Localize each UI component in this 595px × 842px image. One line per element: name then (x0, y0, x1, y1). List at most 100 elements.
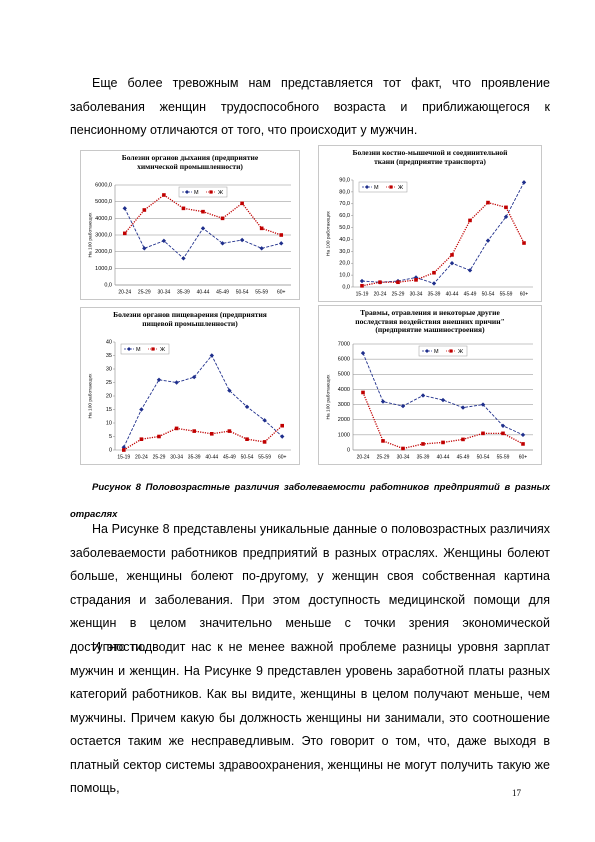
marker (240, 201, 244, 206)
marker (521, 180, 527, 185)
chart-title: Болезни костно-мышечной и соединительной… (352, 148, 508, 166)
marker (501, 431, 505, 436)
x-tick-label: 30-34 (157, 289, 170, 295)
marker (181, 206, 186, 211)
marker (139, 437, 144, 441)
y-tick-label: 25 (106, 380, 112, 386)
marker (359, 278, 365, 284)
legend-label: Ж (218, 190, 223, 196)
x-tick-label: 50-54 (236, 289, 249, 295)
legend-box (358, 181, 408, 193)
marker (522, 241, 526, 245)
chart-title: Болезни органов пищеварения (предприятия… (113, 310, 267, 328)
legend-box (418, 345, 468, 357)
marker (210, 432, 214, 436)
marker (122, 231, 127, 236)
marker (262, 418, 267, 423)
x-tick-label: 25-29 (377, 454, 390, 460)
chart: Болезни органов пищеварения (предприятия… (80, 307, 300, 465)
marker (200, 226, 206, 231)
x-tick-label: 50-54 (477, 454, 490, 460)
y-tick-label: 2000 (338, 417, 350, 423)
legend-marker (365, 185, 369, 189)
marker (174, 380, 179, 385)
series-line (124, 208, 282, 260)
y-tick-label: 15 (106, 407, 112, 413)
legend-marker (185, 190, 189, 194)
marker (413, 275, 419, 280)
y-tick-label: 5 (109, 434, 112, 440)
x-tick-label: 40-44 (446, 291, 459, 297)
marker (396, 280, 400, 285)
y-tick-label: 6000,0 (95, 182, 112, 188)
y-axis-label: На 100 работающих (87, 373, 93, 418)
y-axis-label: На 100 работающих (87, 212, 93, 257)
chart: Болезни органов дыхания (предприятие хим… (80, 150, 300, 300)
plot: На 100 работающих 0,0 10,0 20,0 30,0 40,0 50,0… (325, 177, 533, 297)
marker (481, 431, 485, 436)
marker (121, 445, 126, 450)
x-tick-label: 55-59 (500, 291, 513, 297)
y-tick-label: 0,0 (342, 284, 350, 290)
marker (259, 246, 264, 251)
marker (468, 218, 472, 223)
y-tick-label: 0 (109, 447, 112, 453)
marker (220, 216, 225, 221)
x-tick-label: 20-24 (357, 454, 370, 460)
x-tick-label: 20-24 (135, 454, 148, 460)
marker (480, 402, 486, 407)
marker (414, 278, 418, 282)
marker (450, 253, 454, 257)
marker (279, 241, 284, 246)
marker (421, 442, 425, 446)
marker (378, 280, 382, 285)
y-tick-label: 2000,0 (95, 249, 112, 255)
marker (139, 407, 144, 412)
y-tick-label: 40 (106, 339, 112, 345)
paragraph: На Рисунке 8 представлены уникальные дан… (70, 522, 550, 654)
marker (461, 437, 465, 442)
x-tick-label: 15-19 (117, 454, 130, 460)
marker (401, 446, 405, 451)
marker (485, 238, 491, 243)
x-tick-label: 25-29 (392, 291, 405, 297)
marker (279, 233, 284, 237)
marker (245, 437, 249, 441)
marker (142, 208, 147, 212)
plot: На 100 работающих 0,0 1000,0 2000,0 3000,0 40… (87, 182, 291, 295)
y-tick-label: 0 (347, 447, 350, 453)
legend-label: М (434, 349, 439, 355)
marker (122, 448, 126, 452)
x-tick-label: 55-59 (258, 454, 271, 460)
chart: Травмы, отравления и некоторые другие по… (318, 305, 542, 465)
marker (381, 439, 385, 443)
marker (520, 432, 526, 438)
plot: На 100 работающих 0 1000 2000 3000 4000 5000 60… (325, 341, 533, 460)
marker (239, 237, 245, 243)
legend-box (120, 343, 170, 355)
legend-label: Ж (398, 185, 403, 191)
marker (504, 205, 508, 210)
marker (280, 423, 284, 428)
figure-caption: Рисунок 8 Половозрастные различия заболе… (70, 482, 550, 520)
marker (192, 429, 196, 433)
y-tick-label: 50,0 (339, 225, 350, 231)
y-tick-label: 3000 (338, 402, 350, 408)
marker (420, 393, 426, 398)
y-tick-label: 90,0 (339, 177, 350, 183)
series-line (361, 182, 525, 284)
y-tick-label: 20,0 (339, 261, 350, 267)
y-tick-label: 4000 (338, 387, 350, 393)
legend-marker (449, 349, 453, 353)
y-tick-label: 40,0 (339, 237, 350, 243)
series-line (123, 354, 283, 448)
marker (432, 270, 436, 275)
marker (521, 442, 525, 446)
marker (500, 423, 506, 428)
y-tick-label: 1000,0 (95, 266, 112, 272)
legend-label: Ж (160, 347, 165, 353)
series-line (123, 425, 283, 451)
y-tick-label: 1000 (338, 432, 350, 438)
x-tick-label: 60+ (519, 454, 528, 460)
